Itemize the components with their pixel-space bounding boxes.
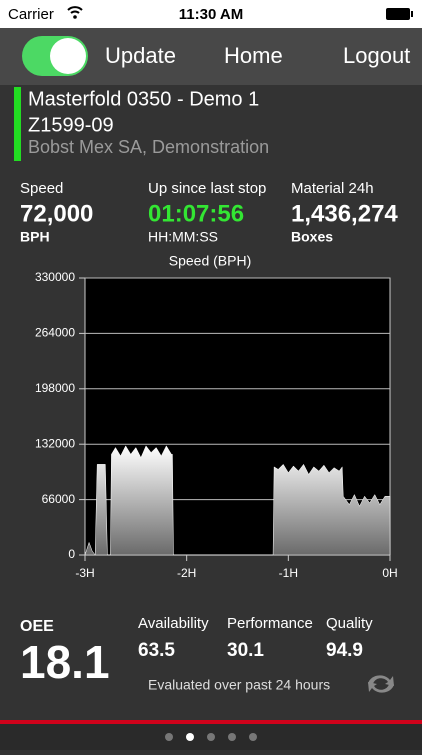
- status-bar: [0, 0, 422, 28]
- oee-value: 18.1: [20, 636, 110, 688]
- stat-unit: HH:MM:SS: [148, 229, 218, 245]
- stat-label: Material 24h: [291, 180, 374, 197]
- nav-logout[interactable]: Logout: [343, 43, 410, 68]
- metric-label: Availability: [138, 615, 209, 632]
- nav-home[interactable]: Home: [224, 43, 283, 68]
- status-indicator: [14, 87, 21, 161]
- stat-value: 01:07:56: [148, 200, 244, 227]
- x-tick-label: 0H: [382, 566, 397, 580]
- battery: [386, 8, 410, 20]
- clock: 11:30 AM: [179, 6, 243, 23]
- metric-value: 30.1: [227, 640, 264, 661]
- y-tick-label: 0: [68, 547, 75, 561]
- y-tick-label: 330000: [35, 270, 75, 284]
- page-dot[interactable]: [207, 733, 215, 741]
- machine-id: Z1599-09: [28, 114, 114, 136]
- stat-unit: BPH: [20, 229, 50, 245]
- metric-value: 94.9: [326, 640, 363, 661]
- metric-label: Quality: [326, 615, 373, 632]
- refresh-icon[interactable]: [368, 675, 394, 693]
- carrier: Carrier: [8, 6, 54, 23]
- metric-label: Performance: [227, 615, 313, 632]
- y-tick-label: 132000: [35, 436, 75, 450]
- stat-label: Speed: [20, 180, 63, 197]
- oee-label: OEE: [20, 618, 54, 635]
- stat-unit: Boxes: [291, 229, 333, 245]
- battery-tip: [411, 11, 413, 17]
- page-dot-active[interactable]: [186, 733, 194, 741]
- wifi-dot: [73, 15, 77, 19]
- metric-value: 63.5: [138, 640, 175, 661]
- y-tick-label: 198000: [35, 381, 75, 395]
- speed-area: [84, 445, 391, 556]
- divider: [0, 720, 422, 724]
- x-tick-label: -3H: [75, 566, 94, 580]
- y-tick-label: 66000: [42, 492, 76, 506]
- page-dot[interactable]: [165, 733, 173, 741]
- page-dot[interactable]: [249, 733, 257, 741]
- stat-value: 1,436,274: [291, 200, 398, 227]
- stat-value: 72,000: [20, 200, 93, 227]
- oee-note: Evaluated over past 24 hours: [148, 677, 330, 693]
- y-tick-label: 264000: [35, 326, 75, 340]
- machine-customer: Bobst Mex SA, Demonstration: [28, 137, 269, 157]
- nav-update[interactable]: Update: [105, 43, 176, 68]
- stat-label: Up since last stop: [148, 180, 266, 197]
- wifi-icon: [67, 6, 83, 14]
- toggle-knob: [50, 38, 86, 74]
- page-dot[interactable]: [228, 733, 236, 741]
- machine-name: Masterfold 0350 - Demo 1: [28, 88, 259, 110]
- x-tick-label: -1H: [279, 566, 298, 580]
- x-tick-label: -2H: [177, 566, 196, 580]
- chart-title: Speed (BPH): [169, 253, 251, 269]
